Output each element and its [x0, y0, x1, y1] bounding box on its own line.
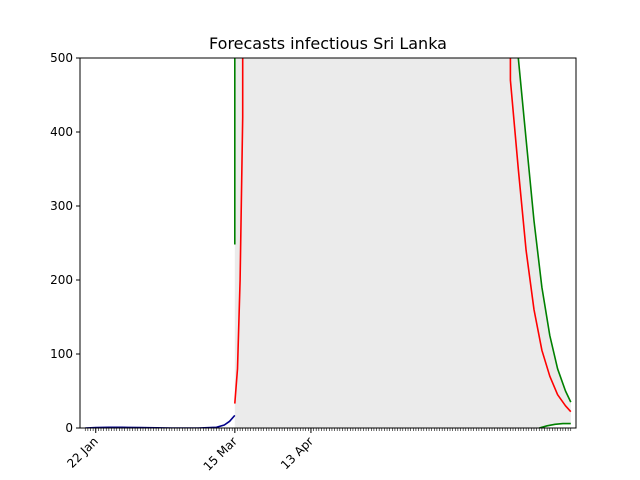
y-tick-label: 500	[50, 51, 73, 65]
y-tick-label: 400	[50, 125, 73, 139]
forecast-band	[234, 58, 571, 428]
plot-area	[79, 57, 577, 429]
chart-title: Forecasts infectious Sri Lanka	[209, 34, 447, 53]
y-axis: 0 100 200 300 400 500	[50, 51, 80, 435]
x-tick-label: 13 Apr	[278, 434, 316, 472]
series-line-forecast-upper-2	[517, 58, 572, 403]
x-axis: 22 Jan 15 Mar 13 Apr	[64, 428, 572, 474]
axes-frame	[79, 57, 577, 429]
series-line-forecast-lower	[539, 422, 571, 428]
y-tick-label: 100	[50, 347, 73, 361]
y-tick-label: 300	[50, 199, 73, 213]
series-line-observed	[85, 414, 236, 428]
series-line-forecast-central	[234, 58, 572, 413]
x-tick-label: 22 Jan	[64, 434, 100, 470]
y-tick-label: 200	[50, 273, 73, 287]
y-tick-label: 0	[65, 421, 73, 435]
x-tick-label: 15 Mar	[201, 434, 240, 473]
